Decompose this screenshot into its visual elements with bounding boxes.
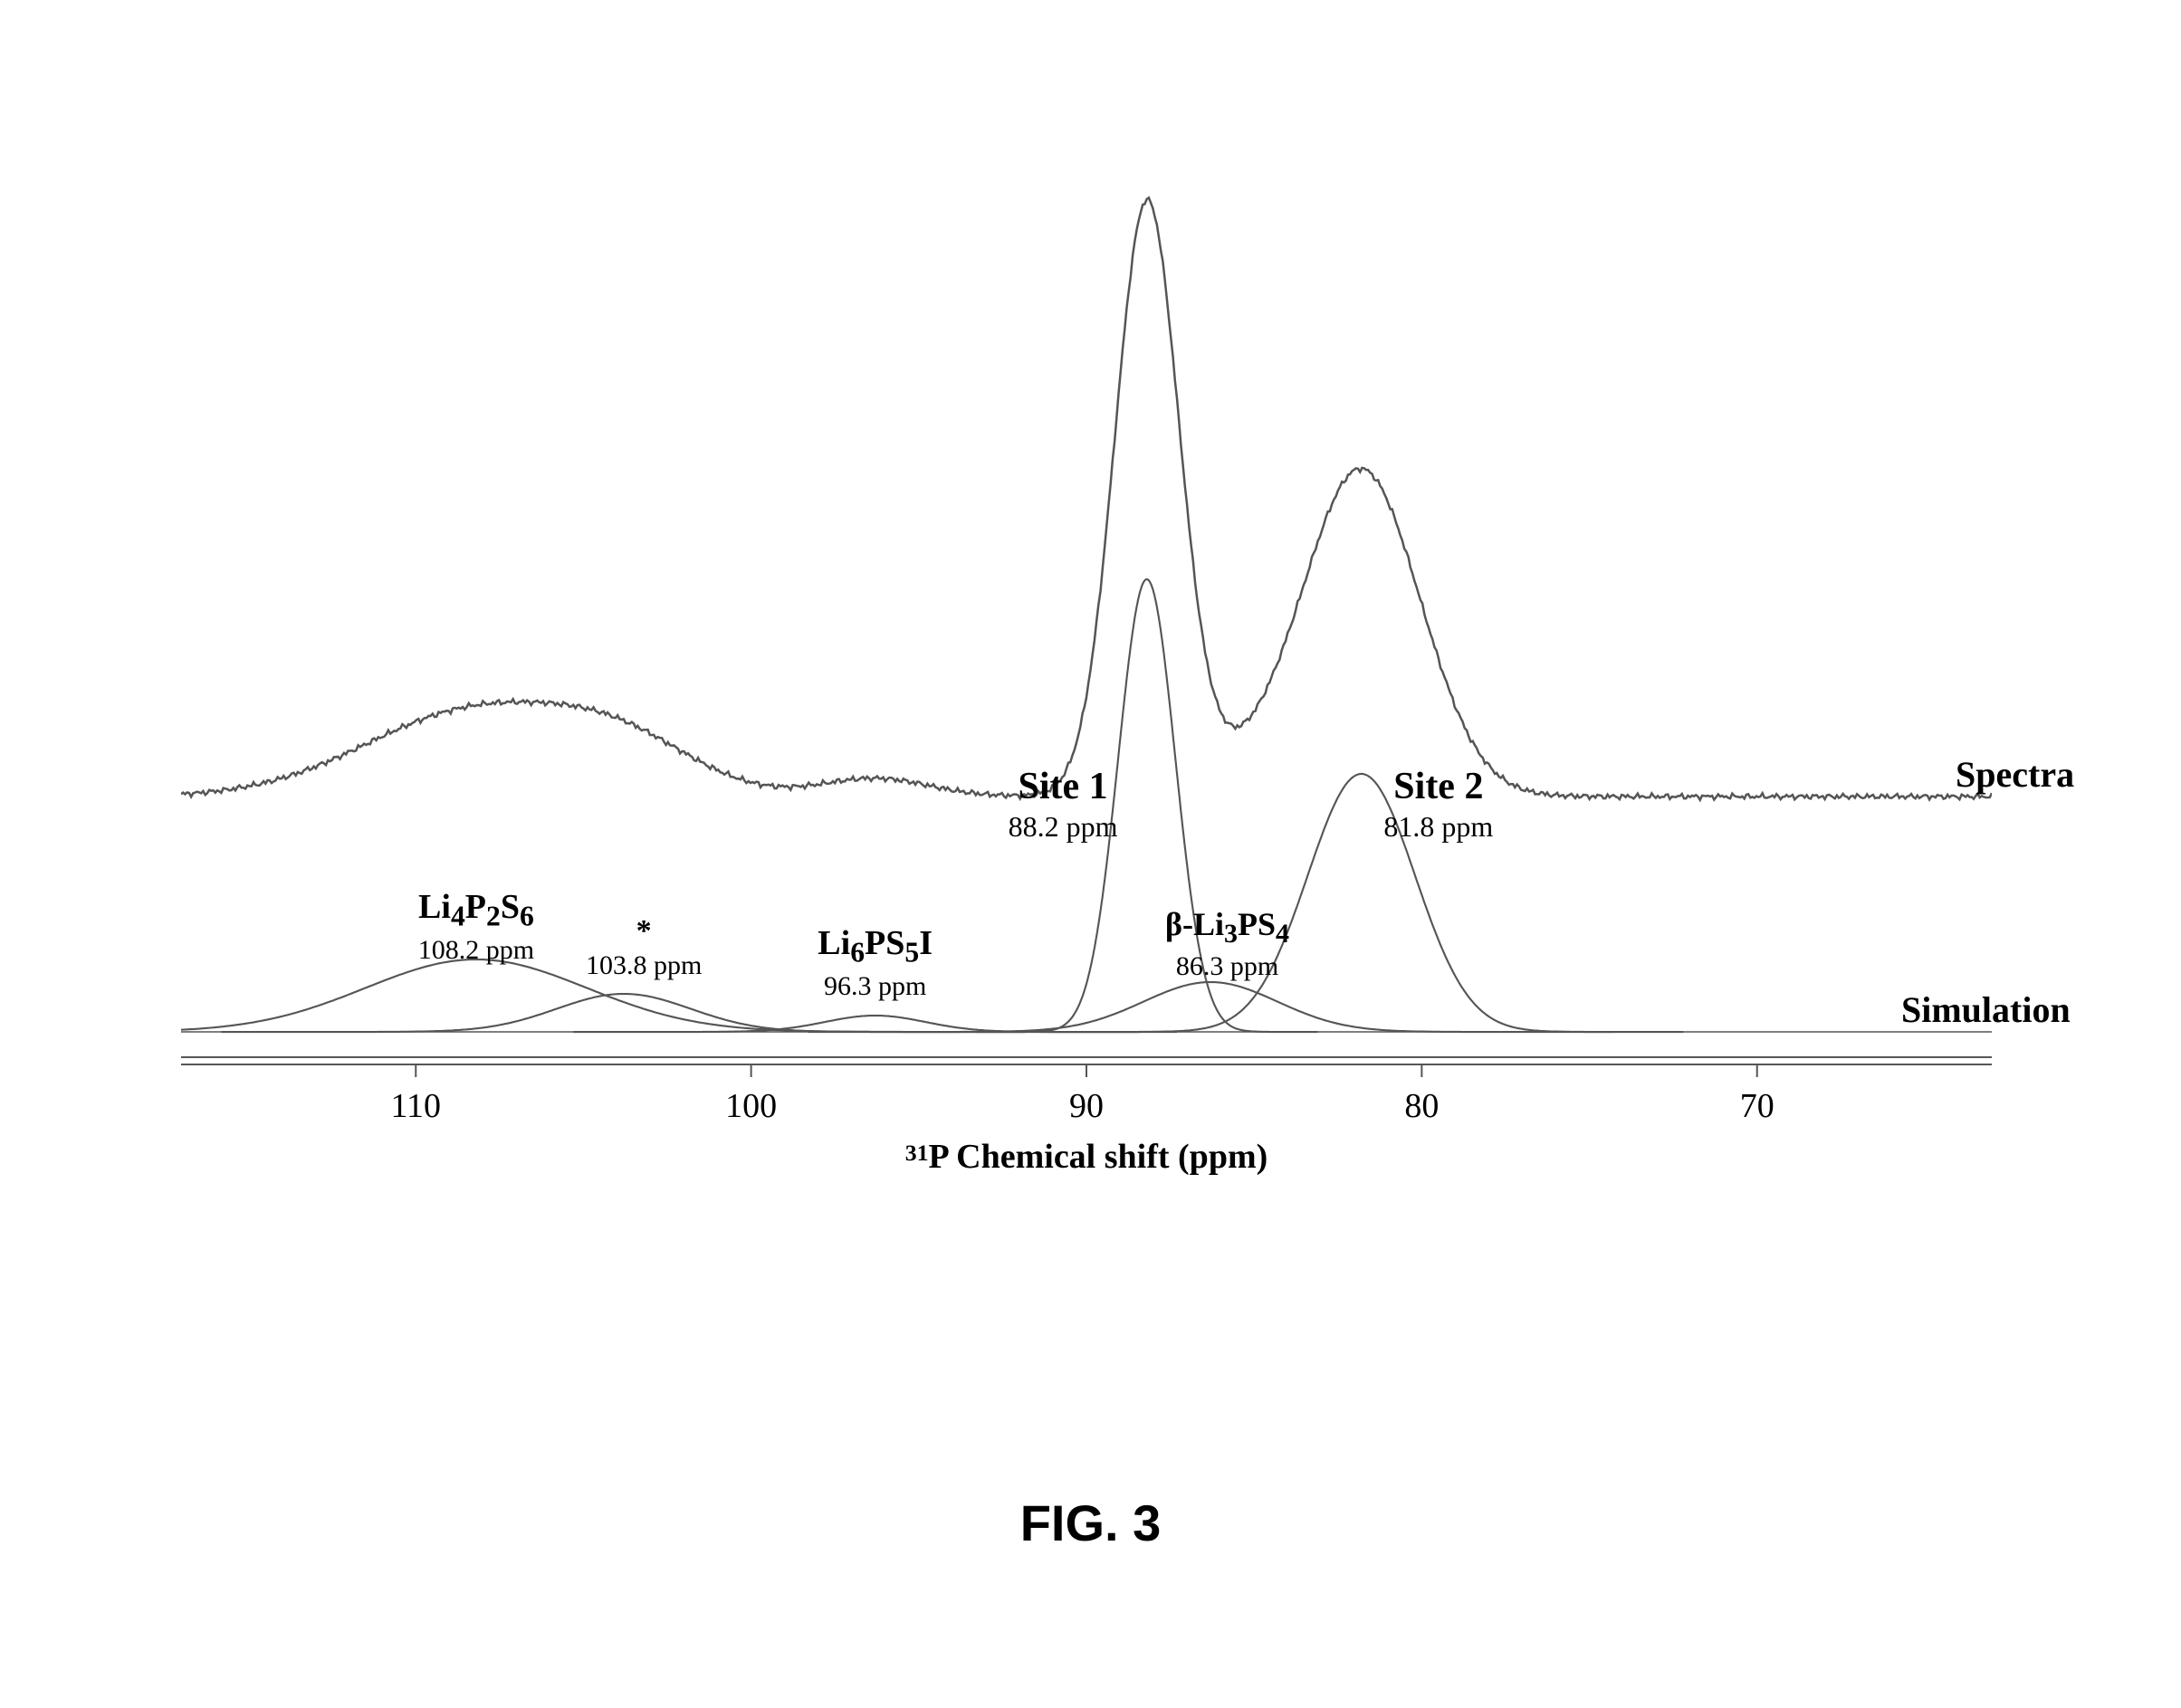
label-spectra: Spectra — [1956, 753, 2074, 796]
annotation-ppm: 86.3 ppm — [1128, 951, 1327, 982]
annotation-title: * — [544, 914, 743, 949]
annotation-ppm: 96.3 ppm — [776, 971, 975, 1002]
label-simulation: Simulation — [1901, 988, 2071, 1031]
x-tick-label: 70 — [1740, 1087, 1774, 1125]
chart-area: 11010090807031P Chemical shift (ppm) Spe… — [181, 91, 1992, 1177]
annotation-title: Site 2 — [1339, 765, 1538, 808]
x-tick-label: 110 — [390, 1087, 441, 1125]
annotation-site2: Site 281.8 ppm — [1339, 765, 1538, 844]
page: 110 100 90 80 70 31P Chemical shift (ppm) Spe… — [0, 0, 2181, 1708]
annotation-title: β-Li3PS4 — [1128, 905, 1327, 949]
annotation-ppm: 81.8 ppm — [1339, 810, 1538, 844]
annotation-beta-li3ps4: β-Li3PS486.3 ppm — [1128, 905, 1327, 982]
annotation-title: Li6PS5I — [776, 923, 975, 969]
annotation-site1: Site 188.2 ppm — [963, 765, 1162, 844]
annotation-title: Site 1 — [963, 765, 1162, 808]
spectra-curve — [181, 197, 1992, 799]
x-tick-label: 100 — [725, 1087, 777, 1125]
nmr-chart: 110 100 90 80 70 31P Chemical shift (ppm) — [181, 91, 1992, 1177]
annotation-ppm: 88.2 ppm — [963, 810, 1162, 844]
annotation-ppm: 103.8 ppm — [544, 950, 743, 981]
x-tick-label: 80 — [1404, 1087, 1439, 1125]
x-axis-label: 31P Chemical shift (ppm) — [905, 1138, 1268, 1176]
x-tick-label: 90 — [1069, 1087, 1104, 1125]
figure-caption: FIG. 3 — [0, 1493, 2181, 1552]
annotation-li6ps5i: Li6PS5I96.3 ppm — [776, 923, 975, 1002]
annotation-star: *103.8 ppm — [544, 914, 743, 981]
